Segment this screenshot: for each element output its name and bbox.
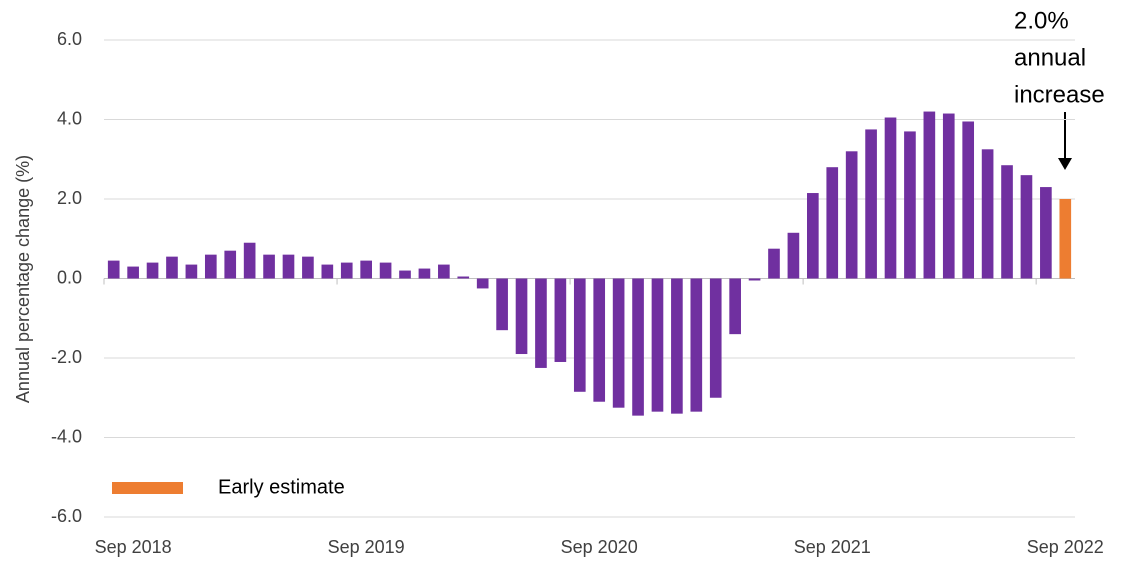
legend-label: Early estimate: [218, 476, 345, 498]
bar: [379, 262, 392, 279]
bar: [146, 262, 159, 279]
y-tick-label: 4.0: [57, 108, 82, 128]
bar: [904, 131, 916, 279]
bar: [826, 167, 839, 279]
bar: [340, 262, 353, 279]
annotation: 2.0%: [1014, 7, 1069, 34]
bar: [981, 149, 994, 279]
x-tick-label: Sep 2018: [95, 537, 172, 557]
bar: [476, 278, 489, 289]
annotation: increase: [1014, 81, 1105, 108]
bar: [845, 151, 858, 279]
bar: [438, 264, 450, 279]
bar: [632, 278, 644, 416]
bar: [768, 248, 780, 279]
bar: [573, 278, 586, 392]
bar: [1040, 187, 1052, 279]
legend-swatch: [112, 482, 183, 494]
bar: [457, 276, 470, 279]
bar: [593, 278, 606, 402]
bar: [515, 278, 528, 355]
bar: [263, 254, 275, 279]
bar: [399, 270, 411, 279]
bar: [729, 278, 741, 335]
y-tick-label: 0.0: [57, 267, 82, 287]
bar: [1001, 165, 1013, 279]
bar: [496, 278, 508, 331]
bar: [302, 256, 314, 279]
bar: [166, 256, 178, 279]
bar: [224, 250, 237, 279]
bar: [418, 268, 431, 279]
bar: [1020, 175, 1033, 279]
bar: [554, 278, 567, 362]
bar: [651, 278, 664, 412]
bar: [962, 121, 975, 279]
y-axis-label: Annual percentage change (%): [13, 155, 33, 403]
bar: [612, 278, 625, 408]
bar: [243, 242, 256, 279]
bar: [690, 278, 703, 412]
x-tick-label: Sep 2022: [1027, 537, 1104, 557]
x-tick-label: Sep 2019: [328, 537, 405, 557]
bar: [884, 117, 897, 279]
bar: [1059, 199, 1072, 279]
bar: [535, 278, 547, 368]
bar: [107, 260, 120, 279]
bar: [923, 111, 936, 279]
bar: [282, 254, 295, 279]
annotation-arrowhead: [1058, 158, 1072, 170]
x-tick-label: Sep 2021: [794, 537, 871, 557]
bar: [865, 129, 877, 279]
y-tick-label: 2.0: [57, 188, 82, 208]
bar: [127, 266, 139, 279]
y-tick-label: 6.0: [57, 29, 82, 49]
bar: [709, 278, 722, 398]
y-tick-label: -2.0: [51, 347, 82, 367]
y-tick-label: -6.0: [51, 506, 82, 526]
bar: [787, 232, 800, 279]
bar: [360, 260, 372, 279]
bar: [942, 113, 955, 279]
bar: [185, 264, 198, 279]
y-tick-label: -4.0: [51, 426, 82, 446]
bar: [807, 193, 819, 279]
bar: [671, 278, 683, 414]
bar: [748, 278, 761, 281]
bar: [321, 264, 334, 279]
annotation: annual: [1014, 44, 1086, 71]
bar: [204, 254, 217, 279]
x-tick-label: Sep 2020: [561, 537, 638, 557]
